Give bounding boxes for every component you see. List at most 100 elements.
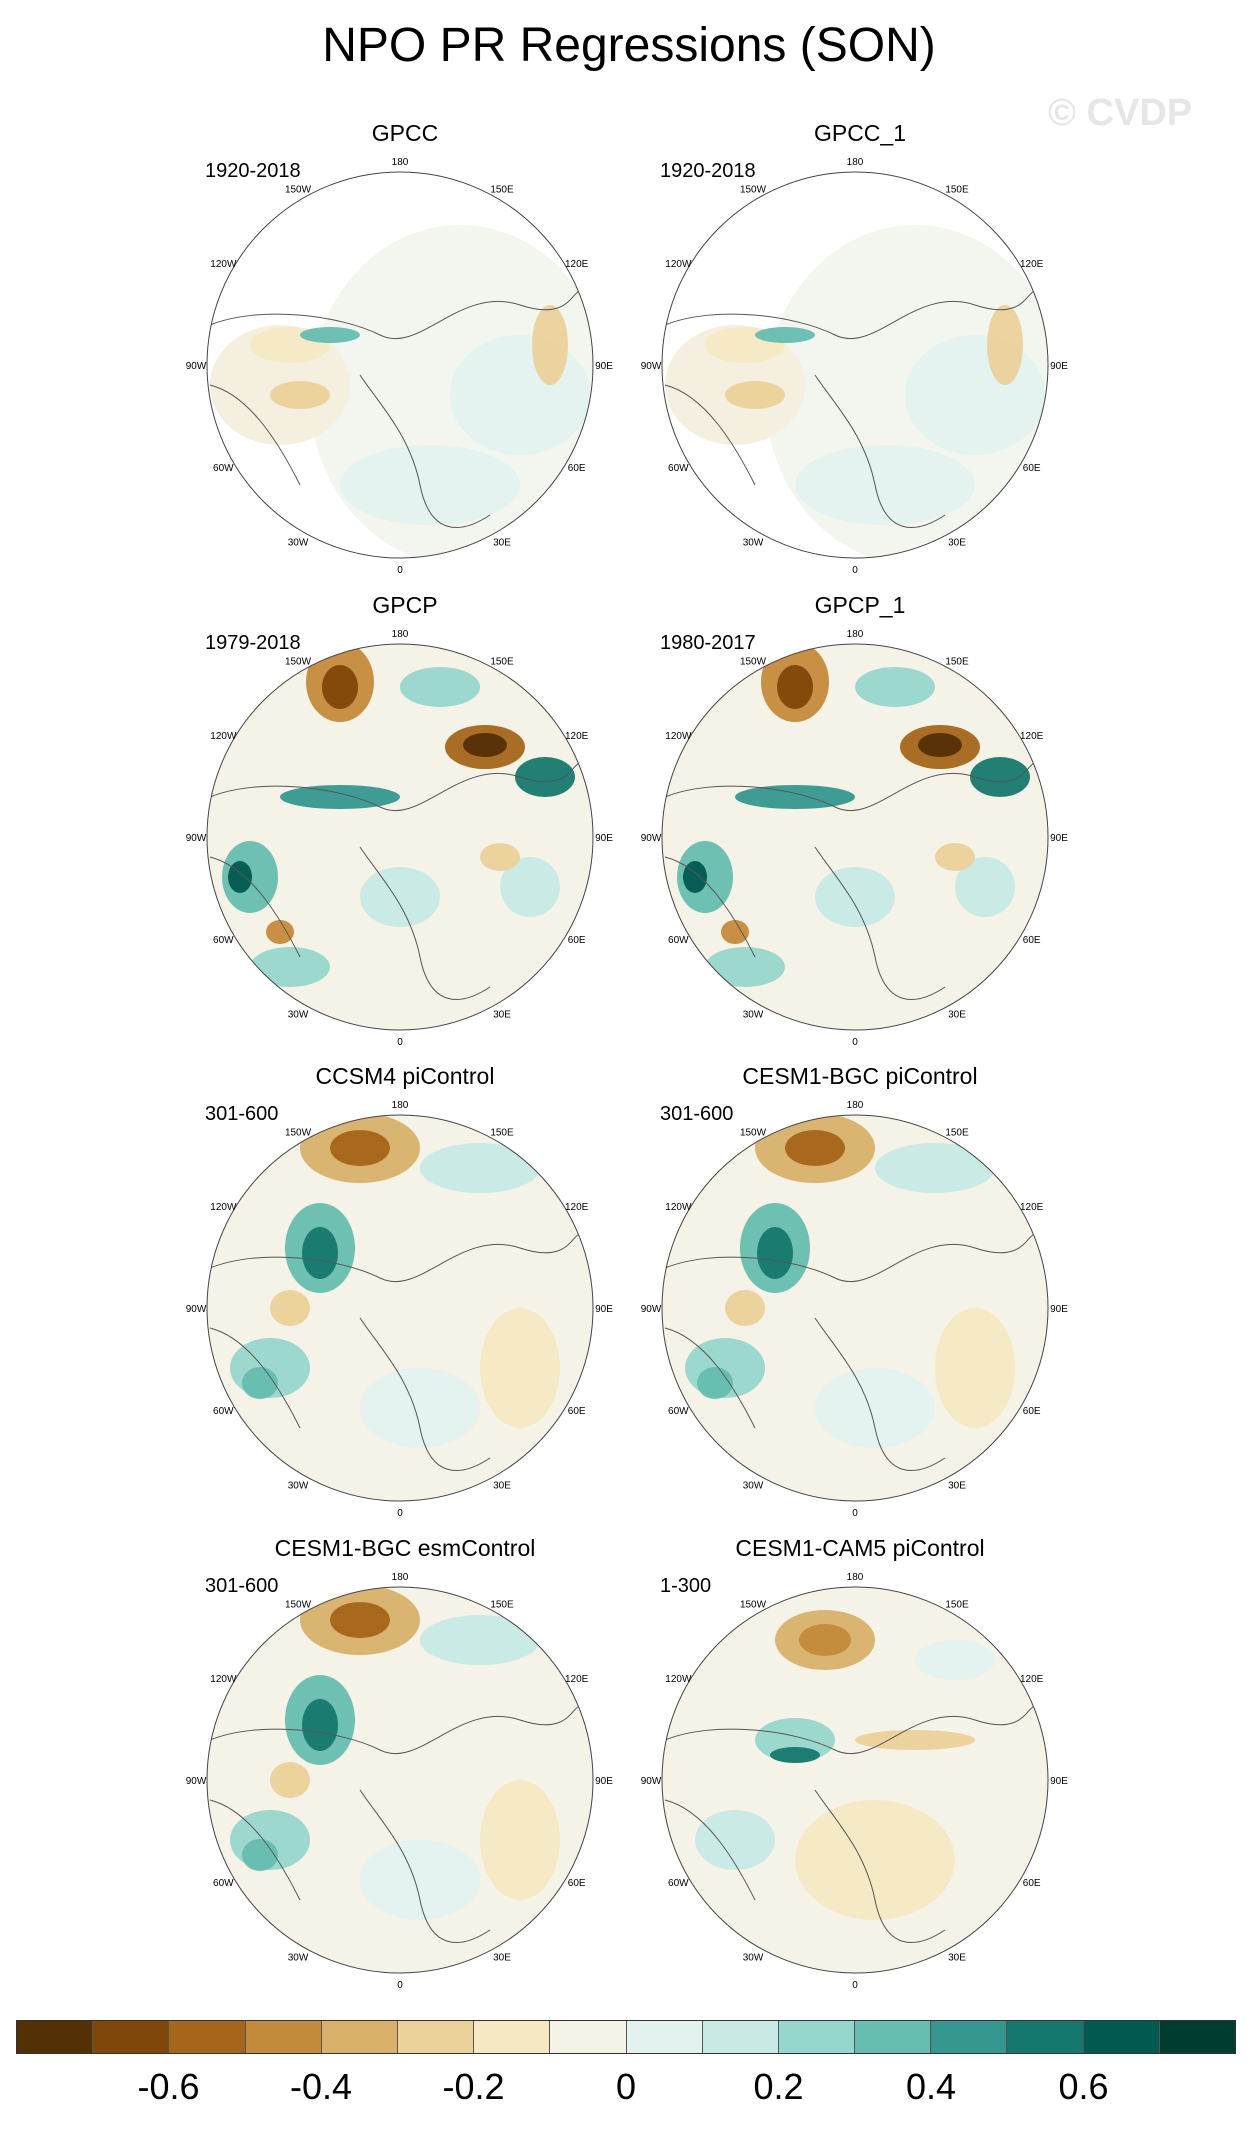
colorbar-tick-label: 0.2 <box>753 2066 804 2107</box>
longitude-label: 90E <box>595 1776 613 1787</box>
longitude-label: 60W <box>668 1878 689 1889</box>
longitude-label: 30W <box>743 1953 764 1964</box>
map-panel: GPCP 1979-2018 180 150E 120E 90E 60E 30E 0 30W 60W… <box>186 592 625 1048</box>
polar-map: 180 150E 120E 90E 60E 30E 0 30W 60W 90W 120W 150W <box>641 629 1069 1048</box>
longitude-label: 60E <box>1023 1878 1041 1889</box>
anomaly-contour <box>480 843 520 871</box>
anomaly-contour <box>955 857 1015 917</box>
longitude-label: 60E <box>1023 1406 1041 1417</box>
longitude-label: 30E <box>948 1953 966 1964</box>
anomaly-contour <box>785 1130 845 1166</box>
anomaly-contour <box>725 381 785 409</box>
longitude-label: 150W <box>285 1599 312 1610</box>
anomaly-contour <box>400 667 480 707</box>
anomaly-contour <box>420 1143 540 1193</box>
anomaly-contour <box>480 1780 560 1900</box>
anomaly-contour <box>463 733 507 757</box>
longitude-label: 90E <box>1050 833 1068 844</box>
map-panel: CCSM4 piControl 301-600 180 150E 120E 90E 60E 3… <box>186 1063 625 1519</box>
anomaly-contour <box>721 920 749 944</box>
anomaly-contour <box>532 305 568 385</box>
longitude-label: 120W <box>665 1674 692 1685</box>
longitude-label: 90E <box>1050 361 1068 372</box>
longitude-label: 90W <box>186 361 207 372</box>
polar-map: 180 150E 120E 90E 60E 30E 0 30W 60W 90W 120W 150W <box>186 629 614 1048</box>
longitude-label: 30W <box>743 1481 764 1492</box>
anomaly-contour <box>302 1699 338 1751</box>
anomaly-contour <box>815 1368 935 1448</box>
page-title: NPO PR Regressions (SON) <box>322 19 936 72</box>
longitude-label: 150E <box>490 184 514 195</box>
longitude-label: 120E <box>565 731 589 742</box>
colorbar-swatch <box>321 2021 398 2053</box>
longitude-label: 90E <box>595 833 613 844</box>
panel-title: CESM1-BGC esmControl <box>274 1535 536 1561</box>
anomaly-contour <box>755 327 815 343</box>
map-boundary <box>206 1114 594 1502</box>
panel-title: CCSM4 piControl <box>315 1063 495 1089</box>
anomaly-contour <box>695 1810 775 1870</box>
anomaly-contour <box>250 947 330 987</box>
colorbar-swatch <box>778 2021 856 2053</box>
anomaly-contour <box>340 445 520 525</box>
longitude-label: 150E <box>490 656 514 667</box>
longitude-label: 60W <box>213 1406 234 1417</box>
longitude-label: 120E <box>565 1674 589 1685</box>
anomaly-contour <box>795 1800 955 1920</box>
longitude-label: 30E <box>948 1481 966 1492</box>
colorbar-tick-label: 0 <box>615 2066 637 2107</box>
colorbar-swatch <box>931 2021 1008 2053</box>
longitude-label: 150W <box>285 1127 312 1138</box>
colorbar-swatch <box>1159 2021 1235 2053</box>
longitude-label: 60E <box>1023 463 1041 474</box>
longitude-label: 150E <box>490 1599 514 1610</box>
longitude-label: 120W <box>210 259 237 270</box>
longitude-label: 90W <box>186 1304 207 1315</box>
anomaly-contour <box>515 757 575 797</box>
panel-title: CESM1-CAM5 piControl <box>735 1535 985 1561</box>
anomaly-contour <box>228 861 252 893</box>
panel-title: CESM1-BGC piControl <box>742 1063 978 1089</box>
anomaly-contour <box>799 1624 851 1656</box>
longitude-label: 90W <box>186 1776 207 1787</box>
colorbar-tick-label: -0.6 <box>137 2066 200 2107</box>
panel-period: 301-600 <box>660 1103 734 1125</box>
map-panel: GPCP_1 1980-2017 180 150E 120E 90E 60E 30E 0 30W 6… <box>641 592 1080 1048</box>
longitude-label: 30E <box>493 1953 511 1964</box>
longitude-label: 180 <box>847 629 864 640</box>
anomaly-contour <box>270 381 330 409</box>
longitude-label: 150W <box>740 184 767 195</box>
colorbar-swatch <box>702 2021 779 2053</box>
anomaly-contour <box>725 1290 765 1326</box>
longitude-label: 0 <box>397 1037 403 1048</box>
colorbar-swatch <box>1083 2021 1160 2053</box>
anomaly-contour <box>875 1143 995 1193</box>
anomaly-contour <box>270 1762 310 1798</box>
anomaly-contour <box>705 947 785 987</box>
longitude-label: 120W <box>210 1674 237 1685</box>
map-boundary <box>206 171 594 559</box>
polar-map: 180 150E 120E 90E 60E 30E 0 30W 60W 90W 120W 150W <box>186 1572 614 1991</box>
longitude-label: 60W <box>668 1406 689 1417</box>
anomaly-contour <box>330 1602 390 1638</box>
longitude-label: 90W <box>641 833 662 844</box>
longitude-label: 30W <box>288 1010 309 1021</box>
anomaly-contour <box>280 785 400 809</box>
panel-period: 301-600 <box>205 1103 279 1125</box>
anomaly-contour <box>915 1640 995 1680</box>
longitude-label: 0 <box>852 1037 858 1048</box>
longitude-label: 150W <box>740 656 767 667</box>
longitude-label: 120E <box>565 1202 589 1213</box>
anomaly-contour <box>905 335 1045 455</box>
longitude-label: 30W <box>743 1010 764 1021</box>
panel-title: GPCC <box>371 120 439 146</box>
coastline <box>664 289 1046 528</box>
anomaly-contour <box>855 667 935 707</box>
anomaly-contour <box>815 867 895 927</box>
colorbar-swatch <box>855 2021 932 2053</box>
longitude-label: 90W <box>641 1776 662 1787</box>
longitude-label: 120W <box>665 1202 692 1213</box>
longitude-label: 90E <box>1050 1304 1068 1315</box>
coastline <box>209 1704 591 1943</box>
polar-map: 180 150E 120E 90E 60E 30E 0 30W 60W 90W 120W 150W <box>641 1100 1069 1519</box>
